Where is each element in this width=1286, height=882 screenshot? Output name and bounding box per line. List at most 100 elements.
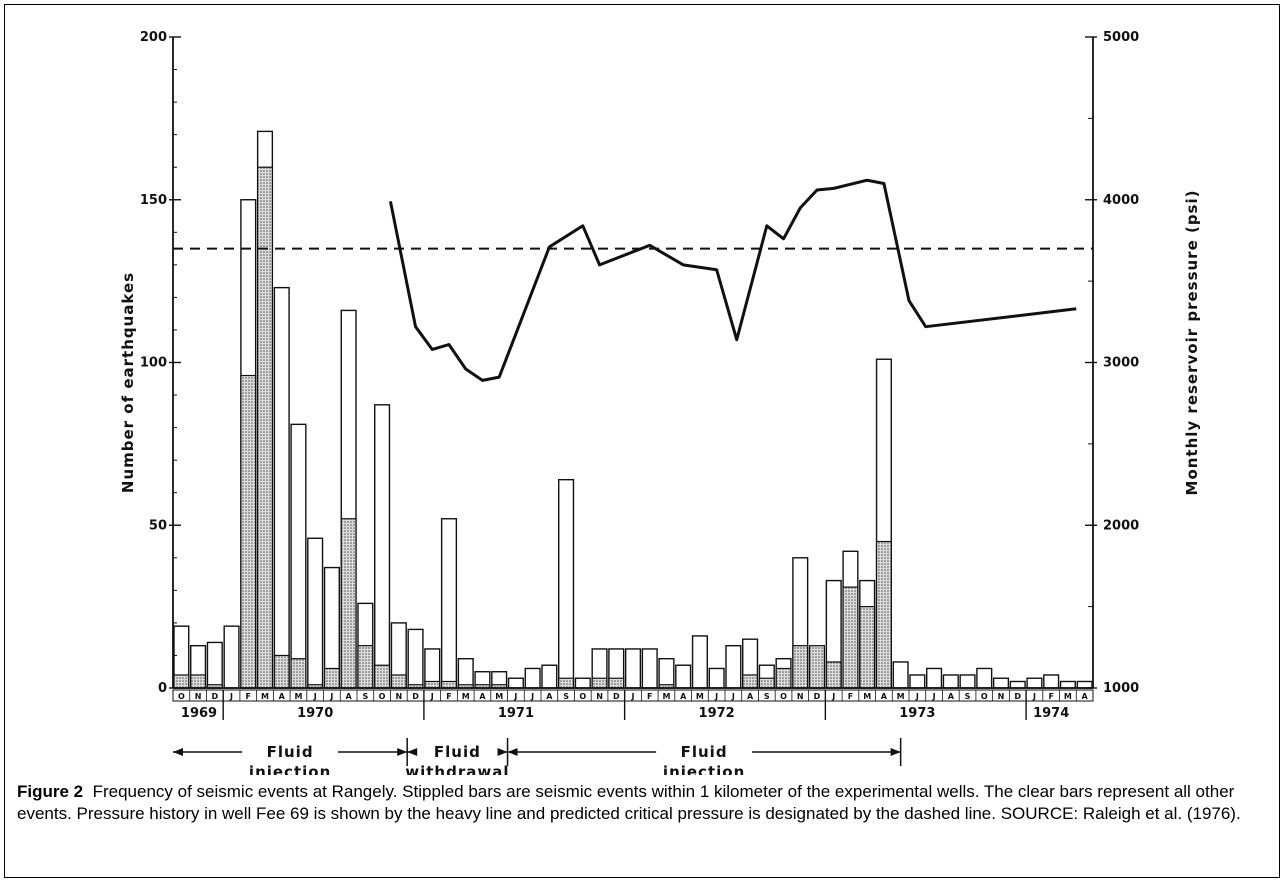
month-label: O [780, 692, 787, 701]
bar-near-well [591, 677, 608, 689]
bar-total [457, 658, 474, 689]
year-label: 1970 [297, 706, 333, 721]
bar-near-well [842, 586, 859, 689]
left-tick-label: 0 [158, 681, 167, 696]
bar-total [541, 664, 558, 689]
month-label: J [932, 692, 936, 701]
month-label: J [430, 692, 434, 701]
bar-total [407, 628, 424, 689]
bar-total [524, 667, 541, 689]
bar-total [558, 478, 575, 689]
month-label: D [814, 692, 821, 701]
bar-near-well [758, 677, 775, 689]
month-label: S [563, 692, 569, 701]
month-label: A [881, 692, 888, 701]
month-label: F [246, 692, 251, 701]
bar-near-well [390, 674, 407, 689]
month-label: O [178, 692, 185, 701]
month-label: F [647, 692, 652, 701]
month-label: J [229, 692, 233, 701]
bar-total [1043, 674, 1060, 689]
y-axis-label-right: Monthly reservoir pressure (psi) [1183, 190, 1201, 496]
month-label: J [915, 692, 919, 701]
bar-total [1076, 680, 1093, 689]
pressure-line-layer [173, 178, 1093, 382]
phase-arrowhead [497, 748, 508, 756]
bar-total [223, 625, 240, 689]
month-label: F [1048, 692, 1053, 701]
month-label: N [195, 692, 202, 701]
left-tick-label: 150 [140, 193, 167, 208]
phase-arrowhead [173, 748, 183, 756]
month-label: S [362, 692, 368, 701]
bar-near-well [257, 166, 273, 689]
month-strip [172, 689, 1094, 702]
month-label: J [1032, 692, 1036, 701]
bar-total [725, 644, 742, 689]
month-label: J [313, 692, 317, 701]
year-label: 1969 [181, 706, 217, 721]
month-label: A [279, 692, 286, 701]
month-label: M [662, 692, 670, 701]
bar-near-well [441, 680, 457, 689]
month-label: O [981, 692, 988, 701]
bar-total [909, 674, 926, 689]
month-label: O [379, 692, 386, 701]
bar-near-well [775, 667, 792, 689]
month-label: A [546, 692, 553, 701]
caption-text: Frequency of seismic events at Rangely. … [17, 782, 1241, 823]
bar-total [273, 286, 290, 689]
axes-layer: 0 50 100 150 200 1000 2000 3000 4000 5000 Number o… [119, 30, 1201, 696]
bar-total [942, 674, 959, 689]
year-label: 1974 [1033, 706, 1069, 721]
bar-total [290, 423, 307, 689]
bar-total [641, 648, 658, 689]
right-tick-label: 4000 [1103, 193, 1139, 208]
figure-frame: 0 50 100 150 200 1000 2000 3000 4000 5000 Number o… [4, 4, 1280, 878]
phase-label: Fluid [434, 743, 481, 761]
month-label: J [329, 692, 333, 701]
month-label: M [462, 692, 470, 701]
bar-total [507, 677, 524, 689]
bar-total [307, 537, 324, 689]
phases-layer: Fluid injection Fluid withdrawal Fluid inject… [173, 738, 902, 775]
bar-total [992, 677, 1010, 689]
month-label: M [1064, 692, 1072, 701]
chart: 0 50 100 150 200 1000 2000 3000 4000 5000 Number o… [119, 30, 1201, 775]
month-label: A [680, 692, 687, 701]
phase-label: Fluid [267, 743, 314, 761]
left-tick-label: 200 [140, 30, 167, 45]
pressure-history-line [388, 178, 1077, 382]
bar-near-well [290, 658, 307, 689]
month-label: S [764, 692, 770, 701]
month-label: A [948, 692, 955, 701]
bar-near-well [809, 645, 825, 689]
phase-arrowhead [397, 748, 408, 756]
month-label: D [1014, 692, 1021, 701]
phase-label: Fluid [681, 743, 728, 761]
month-label: J [731, 692, 735, 701]
month-label: N [998, 692, 1005, 701]
right-tick-label: 1000 [1103, 681, 1139, 696]
y-axis-label-left: Number of earthquakes [119, 272, 137, 493]
right-tick-label: 3000 [1103, 356, 1139, 371]
bar-near-well [374, 664, 391, 689]
bar-near-well [825, 661, 842, 689]
month-label: F [848, 692, 853, 701]
left-tick-label: 100 [140, 356, 167, 371]
bar-total [708, 667, 725, 689]
bar-total [1026, 677, 1043, 689]
bar-total [440, 518, 458, 689]
bar-near-well [742, 674, 759, 689]
figure-caption: Figure 2 Frequency of seismic events at … [17, 781, 1279, 825]
bar-total [206, 641, 223, 689]
month-label: D [211, 692, 218, 701]
month-label: D [613, 692, 620, 701]
month-label: O [579, 692, 586, 701]
bar-total [926, 667, 943, 689]
month-label: S [965, 692, 971, 701]
bar-near-well [273, 654, 290, 689]
month-label: N [395, 692, 402, 701]
month-label: A [479, 692, 486, 701]
month-label: M [294, 692, 302, 701]
